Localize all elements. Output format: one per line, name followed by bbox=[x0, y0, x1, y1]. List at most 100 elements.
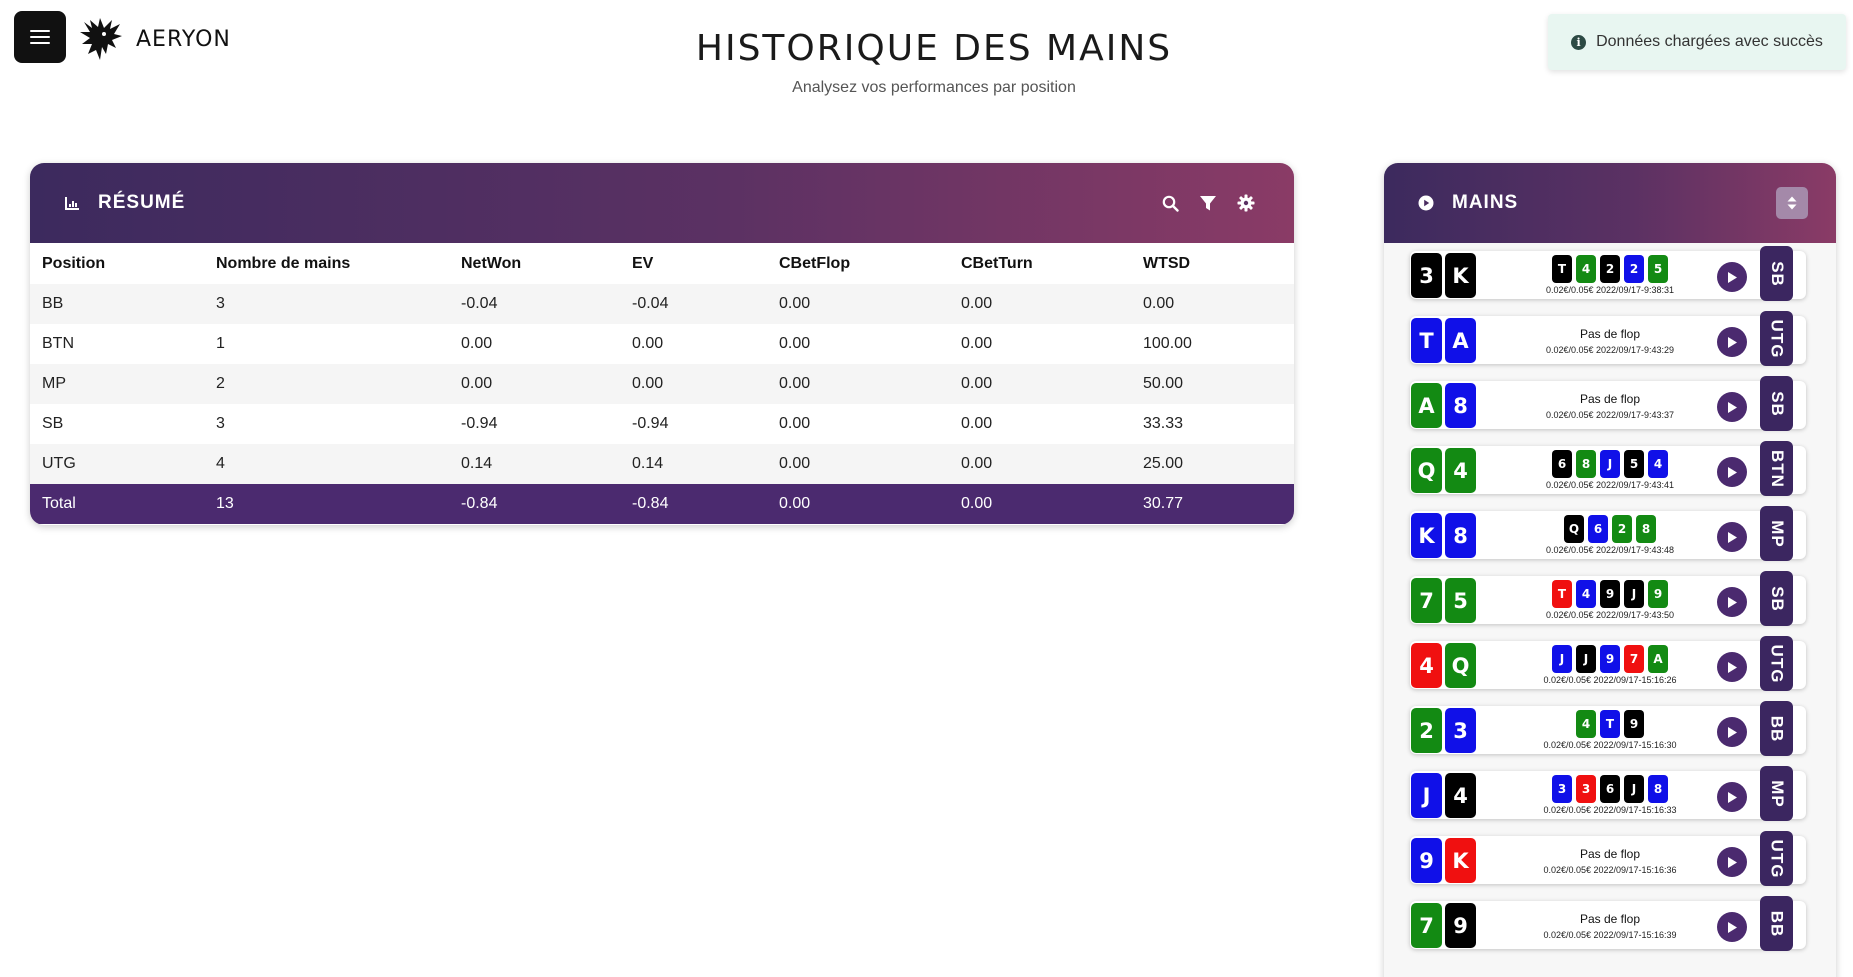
play-hand-button[interactable] bbox=[1717, 847, 1747, 877]
summary-title: RÉSUMÉ bbox=[98, 192, 186, 213]
total-cell: -0.84 bbox=[449, 484, 620, 524]
column-header[interactable]: CBetTurn bbox=[949, 243, 1131, 284]
position-label: BB bbox=[1767, 715, 1787, 742]
table-row[interactable]: SB 3 -0.94 -0.94 0.00 0.00 33.33 bbox=[30, 404, 1294, 444]
table-cell: 0.00 bbox=[620, 324, 767, 364]
board-card: A bbox=[1648, 645, 1668, 673]
hand-meta: 0.02€/0.05€ 2022/09/17-9:38:31 bbox=[1545, 285, 1675, 295]
no-flop-label: Pas de flop bbox=[1579, 327, 1641, 341]
table-cell: -0.94 bbox=[620, 404, 767, 444]
column-header[interactable]: Nombre de mains bbox=[204, 243, 449, 284]
hole-card: Q bbox=[1445, 643, 1476, 688]
column-header[interactable]: Position bbox=[30, 243, 204, 284]
play-hand-button[interactable] bbox=[1717, 587, 1747, 617]
table-row[interactable]: UTG 4 0.14 0.14 0.00 0.00 25.00 bbox=[30, 444, 1294, 484]
hole-card: 4 bbox=[1445, 448, 1476, 493]
gear-icon[interactable] bbox=[1236, 193, 1256, 213]
total-cell: 0.00 bbox=[767, 484, 949, 524]
hand-row[interactable]: Q 4 6 8 J 5 4 0.02€/0.05€ 2022/09/17-9:43:41 BTN bbox=[1410, 438, 1836, 503]
play-icon bbox=[1728, 466, 1737, 478]
play-hand-button[interactable] bbox=[1717, 522, 1747, 552]
success-toast[interactable]: i Données chargées avec succès bbox=[1548, 14, 1846, 70]
hand-row[interactable]: 2 3 4 T 9 0.02€/0.05€ 2022/09/17-15:16:30 BB bbox=[1410, 698, 1836, 763]
position-badge: UTG bbox=[1760, 311, 1793, 366]
position-label: SB bbox=[1767, 390, 1787, 417]
summary-card: RÉSUMÉ bbox=[30, 163, 1294, 525]
hand-details: T 4 2 2 5 0.02€/0.05€ 2022/09/17-9:38:31 bbox=[1510, 251, 1710, 299]
board-card: J bbox=[1576, 645, 1596, 673]
hole-card: 8 bbox=[1445, 383, 1476, 428]
board-card: 5 bbox=[1648, 255, 1668, 283]
hand-details: Q 6 2 8 0.02€/0.05€ 2022/09/17-9:43:48 bbox=[1510, 511, 1710, 559]
table-cell: 0.00 bbox=[949, 324, 1131, 364]
hole-card: T bbox=[1411, 318, 1442, 363]
sort-button[interactable] bbox=[1776, 187, 1808, 219]
hand-meta: 0.02€/0.05€ 2022/09/17-9:43:50 bbox=[1545, 610, 1675, 620]
hand-list: 3 K T 4 2 2 5 0.02€/0.05€ 2022/09/17-9:38:31 SB T… bbox=[1384, 243, 1836, 958]
play-icon bbox=[1728, 336, 1737, 348]
position-badge: UTG bbox=[1760, 636, 1793, 691]
play-hand-button[interactable] bbox=[1717, 652, 1747, 682]
play-hand-button[interactable] bbox=[1717, 782, 1747, 812]
position-badge: MP bbox=[1760, 506, 1793, 561]
play-icon bbox=[1728, 921, 1737, 933]
table-cell: 50.00 bbox=[1131, 364, 1294, 404]
hand-row[interactable]: 7 9 Pas de flop 0.02€/0.05€ 2022/09/17-15:1… bbox=[1410, 893, 1836, 958]
table-cell: BTN bbox=[30, 324, 204, 364]
search-icon[interactable] bbox=[1160, 193, 1180, 213]
table-cell: 0.14 bbox=[620, 444, 767, 484]
hand-row[interactable]: J 4 3 3 6 J 8 0.02€/0.05€ 2022/09/17-15:16:33 MP bbox=[1410, 763, 1836, 828]
brand[interactable]: AERYON bbox=[78, 14, 231, 64]
hole-card: K bbox=[1445, 838, 1476, 883]
hand-row[interactable]: 7 5 T 4 9 J 9 0.02€/0.05€ 2022/09/17-9:43:50 SB bbox=[1410, 568, 1836, 633]
play-icon bbox=[1728, 856, 1737, 868]
table-row[interactable]: MP 2 0.00 0.00 0.00 0.00 50.00 bbox=[30, 364, 1294, 404]
play-hand-button[interactable] bbox=[1717, 457, 1747, 487]
hand-row[interactable]: A 8 Pas de flop 0.02€/0.05€ 2022/09/17-9:43… bbox=[1410, 373, 1836, 438]
hole-card: 9 bbox=[1411, 838, 1442, 883]
hand-row[interactable]: K 8 Q 6 2 8 0.02€/0.05€ 2022/09/17-9:43:48 MP bbox=[1410, 503, 1836, 568]
position-label: MP bbox=[1767, 779, 1787, 808]
table-row[interactable]: BB 3 -0.04 -0.04 0.00 0.00 0.00 bbox=[30, 284, 1294, 324]
filter-icon[interactable] bbox=[1198, 193, 1218, 213]
table-cell: 0.00 bbox=[449, 364, 620, 404]
play-circle-icon bbox=[1418, 195, 1434, 211]
play-hand-button[interactable] bbox=[1717, 262, 1747, 292]
column-header[interactable]: NetWon bbox=[449, 243, 620, 284]
play-hand-button[interactable] bbox=[1717, 327, 1747, 357]
hand-row[interactable]: 9 K Pas de flop 0.02€/0.05€ 2022/09/17-15:1… bbox=[1410, 828, 1836, 893]
play-icon bbox=[1728, 596, 1737, 608]
column-header[interactable]: WTSD bbox=[1131, 243, 1294, 284]
total-cell: -0.84 bbox=[620, 484, 767, 524]
hand-row[interactable]: 3 K T 4 2 2 5 0.02€/0.05€ 2022/09/17-9:38:31 SB bbox=[1410, 243, 1836, 308]
column-header[interactable]: EV bbox=[620, 243, 767, 284]
menu-button[interactable] bbox=[14, 11, 66, 63]
position-label: SB bbox=[1767, 260, 1787, 287]
hole-card: 8 bbox=[1445, 513, 1476, 558]
position-label: UTG bbox=[1767, 319, 1787, 358]
table-row[interactable]: BTN 1 0.00 0.00 0.00 0.00 100.00 bbox=[30, 324, 1294, 364]
table-cell: 2 bbox=[204, 364, 449, 404]
column-header[interactable]: CBetFlop bbox=[767, 243, 949, 284]
board-card: 3 bbox=[1576, 775, 1596, 803]
play-hand-button[interactable] bbox=[1717, 717, 1747, 747]
hand-row[interactable]: T A Pas de flop 0.02€/0.05€ 2022/09/17-9:43… bbox=[1410, 308, 1836, 373]
summary-header: RÉSUMÉ bbox=[30, 163, 1294, 243]
table-cell: 0.00 bbox=[767, 404, 949, 444]
position-label: UTG bbox=[1767, 839, 1787, 878]
board-card: T bbox=[1600, 710, 1620, 738]
position-badge: SB bbox=[1760, 571, 1793, 626]
play-hand-button[interactable] bbox=[1717, 392, 1747, 422]
play-hand-button[interactable] bbox=[1717, 912, 1747, 942]
hole-card: 7 bbox=[1411, 903, 1442, 948]
page-subtitle: Analysez vos performances par position bbox=[792, 79, 1076, 96]
position-label: BB bbox=[1767, 910, 1787, 937]
hand-row[interactable]: 4 Q J J 9 7 A 0.02€/0.05€ 2022/09/17-15:16:26 UT… bbox=[1410, 633, 1836, 698]
table-cell: 1 bbox=[204, 324, 449, 364]
